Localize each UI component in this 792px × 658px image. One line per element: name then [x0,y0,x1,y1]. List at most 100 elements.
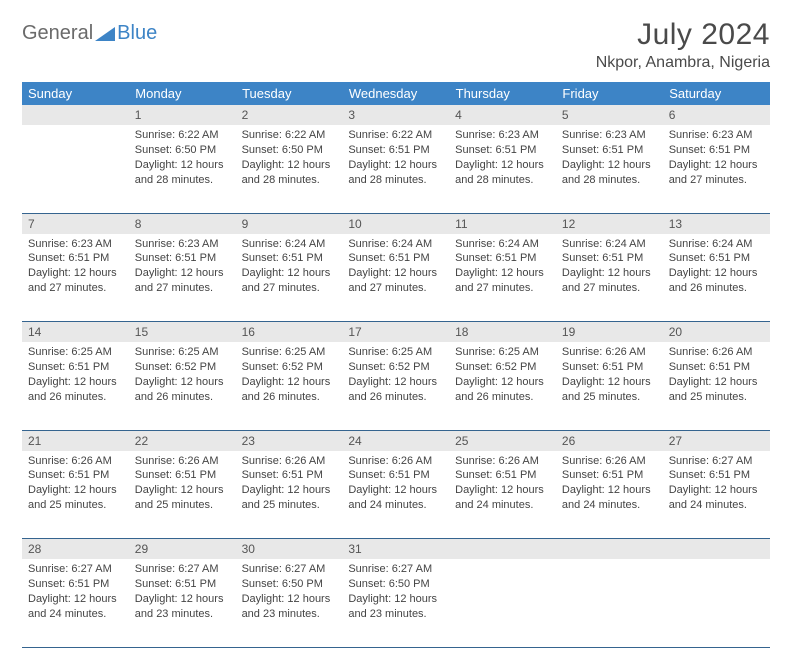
sunrise-line: Sunrise: 6:27 AM [242,562,337,577]
daylight-line: Daylight: 12 hours and 25 minutes. [669,375,764,405]
day-content-cell: Sunrise: 6:22 AMSunset: 6:50 PMDaylight:… [129,125,236,213]
sunset-line: Sunset: 6:51 PM [135,251,230,266]
daylight-line: Daylight: 12 hours and 28 minutes. [135,158,230,188]
day-number-cell [663,539,770,560]
day-number-cell: 11 [449,213,556,234]
day-content-cell: Sunrise: 6:27 AMSunset: 6:51 PMDaylight:… [22,559,129,647]
sunset-line: Sunset: 6:51 PM [135,577,230,592]
day-number-cell: 23 [236,430,343,451]
day-number-cell: 16 [236,322,343,343]
daylight-line: Daylight: 12 hours and 28 minutes. [455,158,550,188]
day-content-cell: Sunrise: 6:22 AMSunset: 6:50 PMDaylight:… [236,125,343,213]
weekday-header-row: Sunday Monday Tuesday Wednesday Thursday… [22,82,770,105]
day-content-cell: Sunrise: 6:26 AMSunset: 6:51 PMDaylight:… [449,451,556,539]
day-number-cell: 1 [129,105,236,125]
day-number-cell [22,105,129,125]
daylight-line: Daylight: 12 hours and 24 minutes. [28,592,123,622]
day-content-row: Sunrise: 6:25 AMSunset: 6:51 PMDaylight:… [22,342,770,430]
sunset-line: Sunset: 6:51 PM [669,468,764,483]
day-content-cell: Sunrise: 6:25 AMSunset: 6:52 PMDaylight:… [236,342,343,430]
sunrise-line: Sunrise: 6:24 AM [242,237,337,252]
sunset-line: Sunset: 6:51 PM [562,251,657,266]
day-number-cell: 7 [22,213,129,234]
sunset-line: Sunset: 6:50 PM [242,143,337,158]
sunset-line: Sunset: 6:51 PM [28,360,123,375]
logo-text-blue: Blue [95,22,157,45]
day-number-cell: 31 [342,539,449,560]
day-content-cell: Sunrise: 6:24 AMSunset: 6:51 PMDaylight:… [449,234,556,322]
sunset-line: Sunset: 6:51 PM [348,468,443,483]
day-number-cell: 27 [663,430,770,451]
day-number-cell: 26 [556,430,663,451]
sunset-line: Sunset: 6:51 PM [562,360,657,375]
day-content-cell [22,125,129,213]
sunset-line: Sunset: 6:51 PM [242,468,337,483]
daylight-line: Daylight: 12 hours and 25 minutes. [135,483,230,513]
sunset-line: Sunset: 6:52 PM [135,360,230,375]
sunset-line: Sunset: 6:51 PM [562,143,657,158]
day-number-cell: 22 [129,430,236,451]
location: Nkpor, Anambra, Nigeria [596,54,770,72]
header: General Blue July 2024 Nkpor, Anambra, N… [22,18,770,72]
sunset-line: Sunset: 6:51 PM [455,468,550,483]
daylight-line: Daylight: 12 hours and 26 minutes. [348,375,443,405]
day-number-cell: 12 [556,213,663,234]
sunset-line: Sunset: 6:51 PM [669,360,764,375]
daylight-line: Daylight: 12 hours and 26 minutes. [669,266,764,296]
title-block: July 2024 Nkpor, Anambra, Nigeria [596,18,770,72]
daylight-line: Daylight: 12 hours and 25 minutes. [242,483,337,513]
daylight-line: Daylight: 12 hours and 23 minutes. [242,592,337,622]
daylight-line: Daylight: 12 hours and 26 minutes. [242,375,337,405]
daylight-line: Daylight: 12 hours and 24 minutes. [455,483,550,513]
day-number-cell: 30 [236,539,343,560]
sunrise-line: Sunrise: 6:27 AM [669,454,764,469]
day-content-row: Sunrise: 6:23 AMSunset: 6:51 PMDaylight:… [22,234,770,322]
day-content-cell: Sunrise: 6:26 AMSunset: 6:51 PMDaylight:… [129,451,236,539]
daylight-line: Daylight: 12 hours and 24 minutes. [562,483,657,513]
day-content-cell: Sunrise: 6:27 AMSunset: 6:50 PMDaylight:… [236,559,343,647]
sunrise-line: Sunrise: 6:26 AM [669,345,764,360]
month-title: July 2024 [596,18,770,52]
daylight-line: Daylight: 12 hours and 26 minutes. [135,375,230,405]
day-content-cell [663,559,770,647]
sunset-line: Sunset: 6:51 PM [28,468,123,483]
weekday-header: Sunday [22,82,129,105]
daylight-line: Daylight: 12 hours and 23 minutes. [348,592,443,622]
weekday-header: Monday [129,82,236,105]
sunrise-line: Sunrise: 6:23 AM [135,237,230,252]
day-content-cell [556,559,663,647]
logo-triangle-icon [95,27,115,41]
day-content-cell: Sunrise: 6:23 AMSunset: 6:51 PMDaylight:… [449,125,556,213]
daylight-line: Daylight: 12 hours and 27 minutes. [455,266,550,296]
day-number-row: 123456 [22,105,770,125]
day-number-row: 28293031 [22,539,770,560]
day-content-cell: Sunrise: 6:23 AMSunset: 6:51 PMDaylight:… [663,125,770,213]
calendar-grid: Sunday Monday Tuesday Wednesday Thursday… [22,82,770,648]
sunrise-line: Sunrise: 6:25 AM [135,345,230,360]
day-content-row: Sunrise: 6:26 AMSunset: 6:51 PMDaylight:… [22,451,770,539]
daylight-line: Daylight: 12 hours and 28 minutes. [242,158,337,188]
sunrise-line: Sunrise: 6:22 AM [348,128,443,143]
day-number-cell: 10 [342,213,449,234]
day-content-cell: Sunrise: 6:26 AMSunset: 6:51 PMDaylight:… [342,451,449,539]
day-content-cell: Sunrise: 6:25 AMSunset: 6:52 PMDaylight:… [449,342,556,430]
daylight-line: Daylight: 12 hours and 26 minutes. [28,375,123,405]
sunset-line: Sunset: 6:51 PM [242,251,337,266]
daylight-line: Daylight: 12 hours and 25 minutes. [28,483,123,513]
sunrise-line: Sunrise: 6:26 AM [348,454,443,469]
sunrise-line: Sunrise: 6:24 AM [455,237,550,252]
logo-text-general: General [22,22,93,45]
sunrise-line: Sunrise: 6:27 AM [135,562,230,577]
day-content-cell: Sunrise: 6:23 AMSunset: 6:51 PMDaylight:… [129,234,236,322]
daylight-line: Daylight: 12 hours and 27 minutes. [135,266,230,296]
day-number-cell: 15 [129,322,236,343]
sunrise-line: Sunrise: 6:23 AM [455,128,550,143]
day-number-cell: 24 [342,430,449,451]
daylight-line: Daylight: 12 hours and 27 minutes. [242,266,337,296]
sunset-line: Sunset: 6:52 PM [242,360,337,375]
day-number-cell: 29 [129,539,236,560]
weekday-header: Saturday [663,82,770,105]
day-number-cell: 9 [236,213,343,234]
day-number-cell: 18 [449,322,556,343]
day-number-cell: 5 [556,105,663,125]
